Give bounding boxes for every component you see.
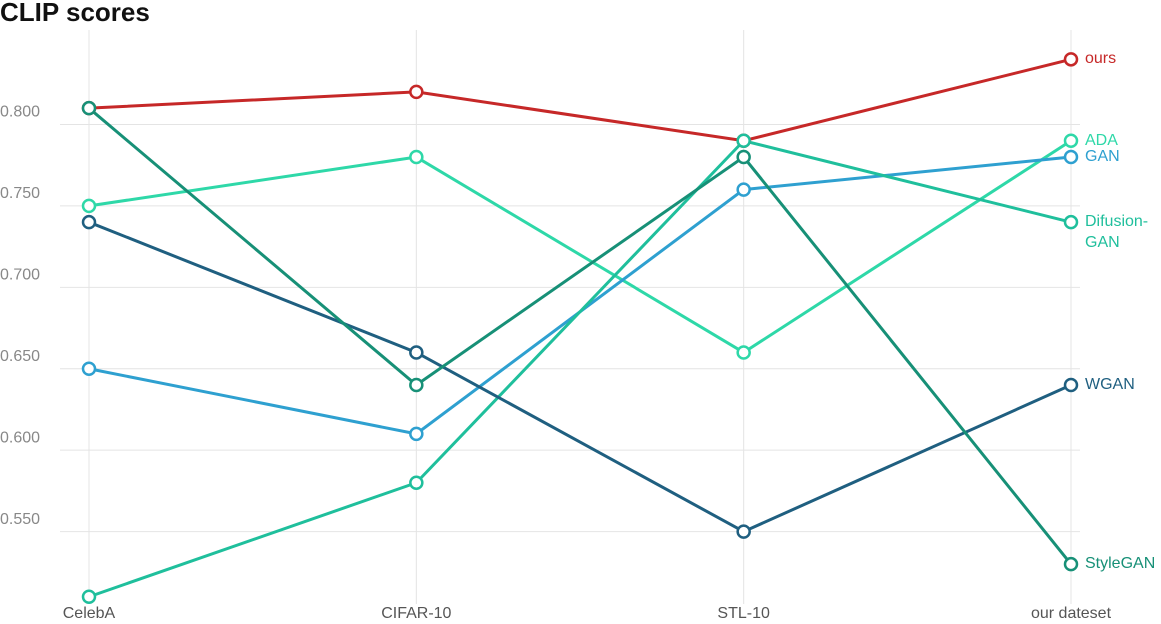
data-point bbox=[81, 198, 97, 214]
data-point bbox=[736, 524, 751, 539]
y-tick-label: 0.550 bbox=[0, 511, 40, 528]
data-point bbox=[736, 345, 751, 360]
legend-text: Difusion-GAN bbox=[1085, 213, 1149, 252]
legend-label: GAN bbox=[1085, 148, 1120, 166]
data-point bbox=[736, 133, 751, 148]
legend-label: Difusion-GAN bbox=[1085, 213, 1149, 252]
data-point bbox=[1063, 556, 1079, 572]
x-tick-label: CIFAR-10 bbox=[381, 605, 451, 622]
data-point bbox=[1063, 377, 1079, 393]
y-tick-label: 0.650 bbox=[0, 348, 40, 365]
chart-title: CLIP scores bbox=[0, 0, 150, 27]
legend-label: ours bbox=[1085, 50, 1117, 68]
data-point bbox=[81, 100, 97, 116]
x-tick-label: our dateset bbox=[1031, 605, 1112, 622]
data-point bbox=[81, 589, 97, 604]
data-point bbox=[1063, 52, 1079, 67]
data-point bbox=[409, 84, 424, 100]
data-point bbox=[409, 475, 424, 490]
series-line bbox=[88, 155, 1072, 436]
data-point bbox=[736, 149, 751, 165]
legend-text: GAN bbox=[1085, 148, 1120, 166]
y-tick-label: 0.750 bbox=[0, 185, 40, 202]
series-line bbox=[88, 139, 1072, 599]
y-tick-label: 0.800 bbox=[0, 104, 40, 121]
legend-text: StyleGAN bbox=[1085, 555, 1156, 573]
series-line bbox=[88, 220, 1072, 534]
data-point bbox=[81, 361, 97, 376]
series-line bbox=[88, 139, 1072, 355]
series-line bbox=[88, 57, 1072, 143]
data-point bbox=[1063, 149, 1079, 165]
data-point bbox=[1063, 133, 1079, 148]
legend-text: WGAN bbox=[1085, 376, 1135, 394]
legend-label: ADA bbox=[1085, 131, 1118, 149]
data-point bbox=[409, 426, 424, 442]
data-point bbox=[409, 345, 424, 360]
x-tick-label: CelebA bbox=[63, 605, 116, 622]
x-tick-label: STL-10 bbox=[717, 605, 770, 622]
legend-text: ADA bbox=[1085, 131, 1118, 149]
legend-label: WGAN bbox=[1085, 376, 1135, 394]
legend-text: ours bbox=[1085, 50, 1117, 68]
series-line bbox=[88, 107, 1073, 566]
y-tick-label: 0.700 bbox=[0, 267, 40, 284]
data-point bbox=[736, 182, 751, 197]
data-point bbox=[1063, 214, 1079, 230]
legend-label: StyleGAN bbox=[1085, 555, 1156, 573]
y-tick-label: 0.600 bbox=[0, 429, 40, 446]
data-point bbox=[409, 149, 424, 165]
data-point bbox=[81, 214, 97, 230]
data-point bbox=[409, 377, 424, 393]
